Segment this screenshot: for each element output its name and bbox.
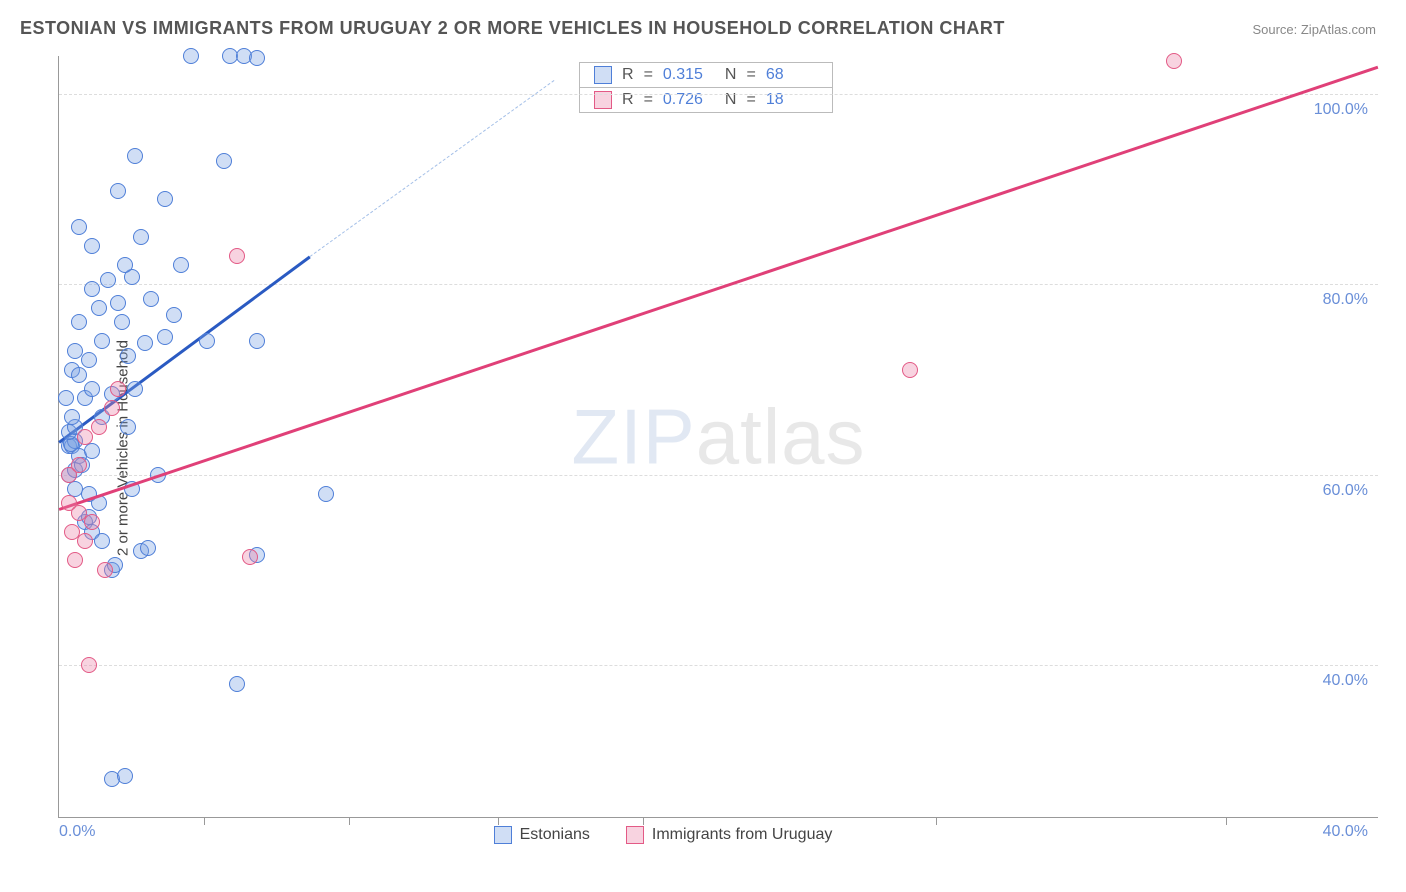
data-point [133,229,149,245]
data-point [249,333,265,349]
watermark-bold: ZIP [571,392,695,480]
source-attribution: Source: ZipAtlas.com [1252,22,1376,37]
data-point [110,295,126,311]
x-tick [643,817,644,825]
watermark: ZIPatlas [571,391,865,482]
gridline-h [59,94,1378,95]
data-point [71,367,87,383]
data-point [71,314,87,330]
data-point [58,390,74,406]
data-point [104,400,120,416]
x-tick [1226,817,1227,825]
eq-sign: = [644,66,653,84]
plot-container: 2 or more Vehicles in Household ZIPatlas… [50,48,1386,848]
data-point [67,343,83,359]
N-label: N [725,66,737,84]
data-point [173,257,189,273]
data-point [110,381,126,397]
x-tick [936,817,937,825]
data-point [67,552,83,568]
data-point [71,457,87,473]
stats-row-series-1: R = 0.726 N = 18 [580,87,832,112]
data-point [157,329,173,345]
chart-title: ESTONIAN VS IMMIGRANTS FROM URUGUAY 2 OR… [20,18,1005,39]
correlation-stats-box: R = 0.315 N = 68 R = 0.726 N = 18 [579,62,833,113]
data-point [117,768,133,784]
data-point [318,486,334,502]
gridline-h [59,475,1378,476]
data-point [242,549,258,565]
data-point [166,307,182,323]
data-point [77,533,93,549]
data-point [199,333,215,349]
data-point [110,183,126,199]
legend-label-1: Immigrants from Uruguay [652,826,833,844]
data-point [902,362,918,378]
gridline-h [59,665,1378,666]
data-point [100,272,116,288]
data-point [84,381,100,397]
legend-item-0: Estonians [494,826,590,844]
N-value-0: 68 [766,66,818,84]
data-point [1166,53,1182,69]
data-point [127,381,143,397]
x-axis-end-label: 40.0% [1323,823,1368,841]
data-point [120,419,136,435]
data-point [84,281,100,297]
data-point [143,291,159,307]
data-point [91,419,107,435]
legend-label-0: Estonians [520,826,590,844]
legend-swatch-0 [494,826,512,844]
legend: Estonians Immigrants from Uruguay [50,826,1276,844]
legend-item-1: Immigrants from Uruguay [626,826,833,844]
y-tick-label: 60.0% [1323,482,1368,500]
legend-swatch-1 [626,826,644,844]
R-value-0: 0.315 [663,66,715,84]
gridline-h [59,284,1378,285]
trend-line [59,66,1379,511]
trend-extension [309,80,554,257]
data-point [97,562,113,578]
data-point [157,191,173,207]
y-tick-label: 40.0% [1323,672,1368,690]
data-point [117,257,133,273]
data-point [71,219,87,235]
x-tick [204,817,205,825]
scatter-plot-area: ZIPatlas R = 0.315 N = 68 R = 0.726 N = … [58,56,1378,818]
x-tick [349,817,350,825]
R-label: R [622,66,634,84]
data-point [84,443,100,459]
swatch-series-0 [594,66,612,84]
data-point [64,409,80,425]
data-point [81,657,97,673]
data-point [114,314,130,330]
data-point [140,540,156,556]
data-point [183,48,199,64]
x-tick [498,817,499,825]
data-point [84,238,100,254]
data-point [229,676,245,692]
data-point [229,248,245,264]
data-point [91,300,107,316]
data-point [81,352,97,368]
eq-sign: = [746,66,755,84]
data-point [94,333,110,349]
data-point [137,335,153,351]
y-tick-label: 100.0% [1314,101,1368,119]
data-point [127,148,143,164]
y-tick-label: 80.0% [1323,291,1368,309]
data-point [94,533,110,549]
watermark-light: atlas [696,392,866,480]
data-point [249,50,265,66]
data-point [120,348,136,364]
stats-row-series-0: R = 0.315 N = 68 [580,63,832,87]
data-point [216,153,232,169]
data-point [84,514,100,530]
